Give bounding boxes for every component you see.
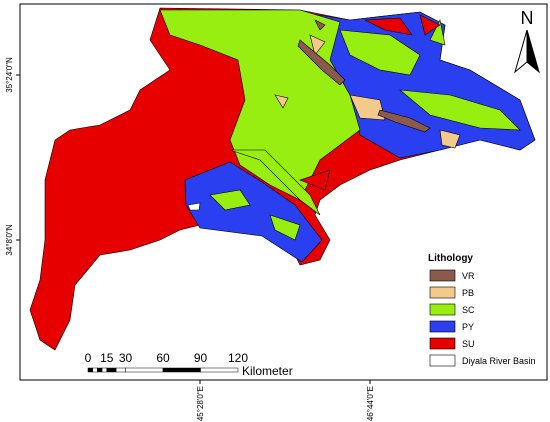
north-label: N	[521, 8, 534, 28]
unit-sc	[339, 19, 521, 131]
scale-label: 0	[85, 351, 92, 365]
island	[187, 202, 201, 211]
legend-swatch	[429, 269, 456, 282]
legend-swatch	[429, 303, 456, 316]
scale-segment	[200, 367, 239, 373]
north-arrow: N	[514, 8, 540, 74]
legend-swatch	[429, 354, 456, 367]
unit-su	[299, 14, 441, 191]
unit-pb	[274, 34, 461, 149]
legend-label: SC	[462, 305, 475, 315]
unit-vr	[297, 19, 431, 133]
scale-segment	[97, 367, 103, 373]
scale-segment	[87, 367, 93, 373]
legend-label: PB	[462, 288, 474, 298]
graticule	[16, 74, 371, 384]
legend-swatch	[429, 320, 456, 333]
scale-label: 90	[194, 351, 208, 365]
legend-swatch	[429, 286, 456, 299]
scale-segment	[162, 367, 201, 373]
scale-unit: Kilometer	[242, 364, 293, 378]
legend-title: Lithology	[428, 253, 473, 264]
lon-label: 46°44'0"E	[366, 386, 375, 421]
scale-label: 120	[228, 351, 248, 365]
scale-segment	[125, 367, 164, 373]
scale-label: 60	[156, 351, 170, 365]
lon-label: 45°28'0"E	[196, 386, 205, 421]
scale-segment	[115, 367, 126, 373]
legend-label: PY	[462, 322, 474, 332]
scale-segment	[106, 367, 117, 373]
scale-label: 30	[119, 351, 133, 365]
unit-py	[184, 161, 323, 263]
lat-label: 34°8'0"N	[5, 224, 14, 255]
legend: Lithology VR PB SC PY SU Diyala River Basin	[428, 253, 536, 367]
lat-label: 35°24'0"N	[5, 57, 14, 93]
legend-label: SU	[462, 339, 475, 349]
legend-label: Diyala River Basin	[462, 356, 536, 366]
scale-segment	[92, 367, 98, 373]
legend-label: VR	[462, 271, 475, 281]
scale-segment	[101, 367, 107, 373]
unit-sc	[209, 149, 321, 241]
legend-swatch	[429, 337, 456, 350]
basin	[29, 7, 536, 351]
scale-label: 15	[100, 351, 114, 365]
